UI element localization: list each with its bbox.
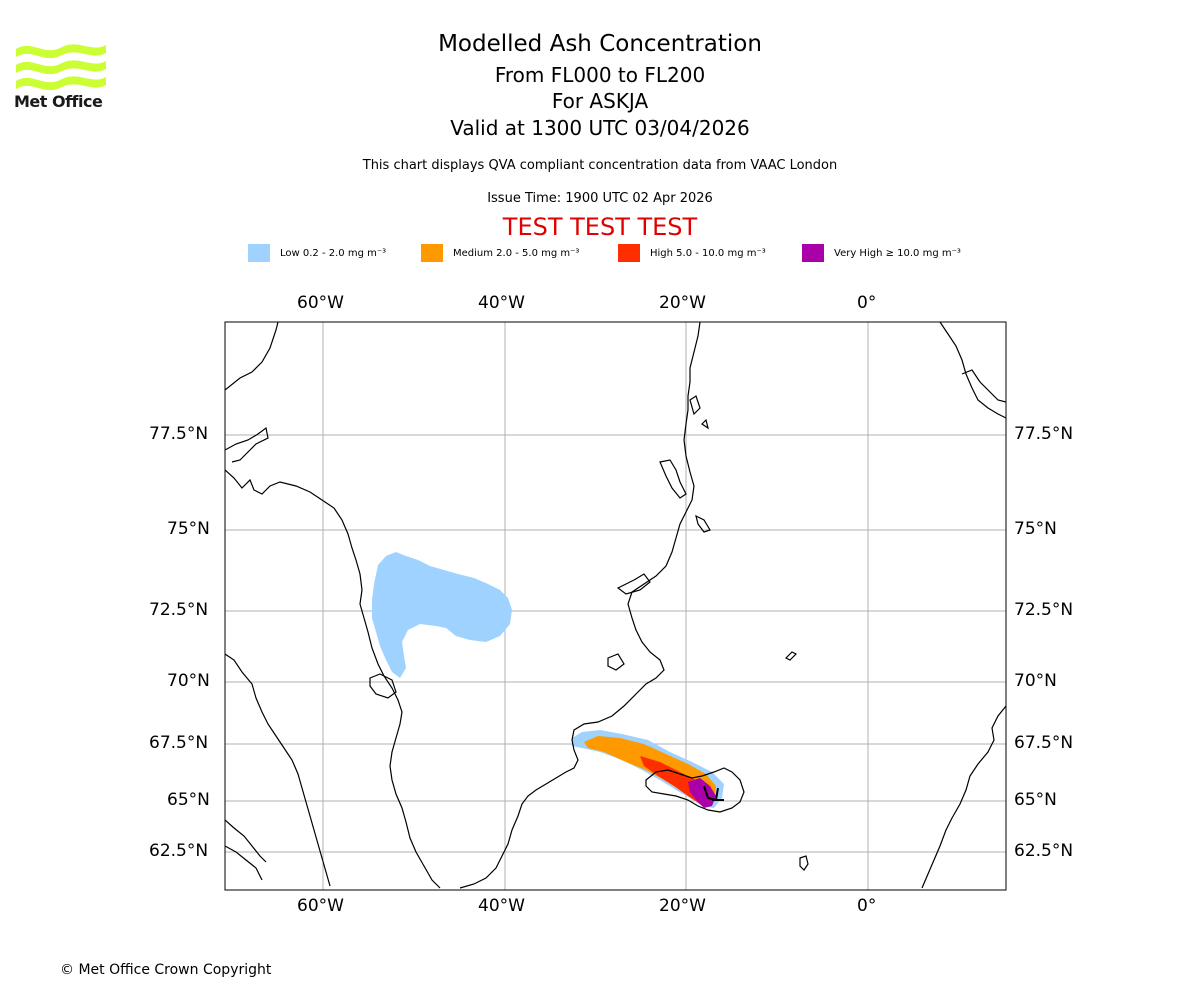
coastlines (225, 322, 1006, 889)
valid-time: Valid at 1300 UTC 03/04/2026 (450, 116, 750, 140)
legend-item-medium: Medium 2.0 - 5.0 mg m⁻³ (421, 244, 579, 262)
chart-note: This chart displays QVA compliant concen… (362, 158, 838, 173)
level-range: From FL000 to FL200 (494, 63, 706, 87)
map-frame (224, 321, 1007, 891)
lat-label-right-77-5: 77.5°N (1014, 424, 1074, 444)
ash-region-low-greenland (372, 552, 512, 678)
legend-item-very-high: Very High ≥ 10.0 mg m⁻³ (802, 244, 961, 262)
lon-label-top-40w: 40°W (478, 293, 525, 313)
volcano-marker (703, 785, 724, 802)
legend-label-low: Low 0.2 - 2.0 mg m⁻³ (280, 247, 387, 259)
volcano-name: For ASKJA (551, 89, 649, 113)
lat-label-left-70: 70°N (167, 671, 210, 691)
chart-title: Modelled Ash Concentration (438, 31, 762, 57)
lat-label-left-77-5: 77.5°N (149, 424, 209, 444)
legend-label-very-high: Very High ≥ 10.0 mg m⁻³ (834, 247, 961, 259)
lon-label-bottom-60w: 60°W (297, 896, 344, 916)
lat-label-right-65: 65°N (1014, 790, 1057, 810)
issue-time: Issue Time: 1900 UTC 02 Apr 2026 (487, 191, 713, 206)
ash-region-very-high (688, 778, 716, 808)
legend-swatch-very-high (802, 244, 824, 262)
legend-swatch-low (248, 244, 270, 262)
lon-label-top-0: 0° (857, 293, 877, 313)
legend-label-medium: Medium 2.0 - 5.0 mg m⁻³ (453, 247, 580, 259)
legend-label-high: High 5.0 - 10.0 mg m⁻³ (650, 247, 766, 259)
lat-label-left-65: 65°N (167, 790, 210, 810)
lat-label-left-72-5: 72.5°N (149, 600, 209, 620)
lat-label-left-75: 75°N (167, 519, 210, 539)
lat-label-left-67-5: 67.5°N (149, 733, 209, 753)
lat-label-right-67-5: 67.5°N (1014, 733, 1074, 753)
logo-text: Met Office (14, 92, 103, 111)
lat-label-right-70: 70°N (1014, 671, 1057, 691)
lon-label-bottom-40w: 40°W (478, 896, 525, 916)
lon-label-bottom-20w: 20°W (659, 896, 706, 916)
lat-label-right-75: 75°N (1014, 519, 1057, 539)
lon-label-bottom-0: 0° (857, 896, 877, 916)
legend-swatch-medium (421, 244, 443, 262)
map-gridlines (225, 322, 1006, 890)
lat-label-right-72-5: 72.5°N (1014, 600, 1074, 620)
met-office-logo-icon (16, 44, 106, 91)
copyright-notice: © Met Office Crown Copyright (60, 962, 272, 978)
lon-label-top-60w: 60°W (297, 293, 344, 313)
lat-label-right-62-5: 62.5°N (1014, 841, 1074, 861)
legend-item-low: Low 0.2 - 2.0 mg m⁻³ (248, 244, 386, 262)
legend-item-high: High 5.0 - 10.0 mg m⁻³ (618, 244, 766, 262)
lon-label-top-20w: 20°W (659, 293, 706, 313)
test-banner: TEST TEST TEST (502, 213, 698, 241)
lat-label-left-62-5: 62.5°N (149, 841, 209, 861)
legend-swatch-high (618, 244, 640, 262)
